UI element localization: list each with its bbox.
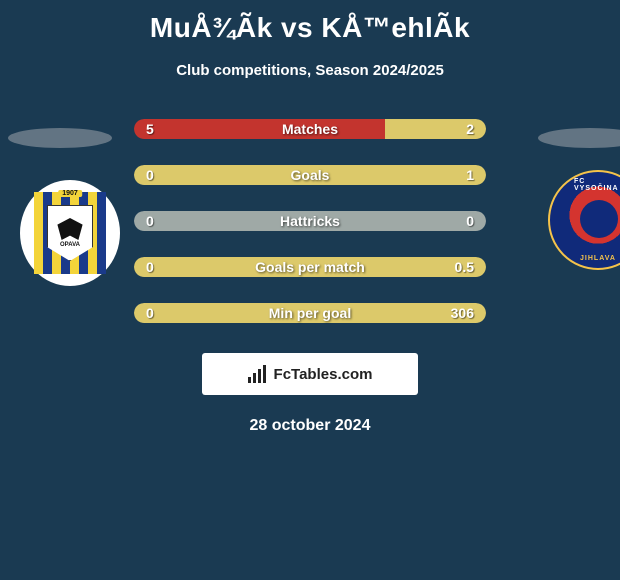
stat-row-matches: 5 Matches 2 xyxy=(134,119,486,139)
stat-row-goals: 0 Goals 1 xyxy=(134,165,486,185)
team-left-year: 1907 xyxy=(58,190,82,197)
brand-chart-icon xyxy=(248,365,270,383)
stat-value-right: 2 xyxy=(466,121,474,137)
stat-value-left: 0 xyxy=(146,167,154,183)
stat-label: Min per goal xyxy=(269,305,351,321)
page-title: MuÅ¾Ãk vs KÅ™ehlÃk xyxy=(0,0,620,44)
ball-icon xyxy=(580,200,618,238)
stat-value-left: 0 xyxy=(146,259,154,275)
stats-container: 5 Matches 2 0 Goals 1 0 Hattricks 0 0 Go… xyxy=(134,119,486,323)
team-right-shadow xyxy=(538,128,620,148)
team-right-top-text: FC VYSOČINA xyxy=(574,178,620,192)
eagle-icon xyxy=(56,218,84,240)
stat-label: Goals per match xyxy=(255,259,365,275)
team-left-logo[interactable]: 1907 OPAVA xyxy=(20,180,120,286)
stat-row-hattricks: 0 Hattricks 0 xyxy=(134,211,486,231)
stat-label: Goals xyxy=(291,167,330,183)
subtitle: Club competitions, Season 2024/2025 xyxy=(0,62,620,79)
stat-value-left: 0 xyxy=(146,213,154,229)
date-text: 28 october 2024 xyxy=(0,417,620,435)
stat-label: Hattricks xyxy=(280,213,340,229)
team-right-bottom-text: JIHLAVA xyxy=(580,255,616,262)
stat-value-right: 306 xyxy=(451,305,474,321)
team-right-logo[interactable]: FC VYSOČINA JIHLAVA xyxy=(548,170,620,270)
stat-value-right: 1 xyxy=(466,167,474,183)
stat-row-mpg: 0 Min per goal 306 xyxy=(134,303,486,323)
stat-row-gpm: 0 Goals per match 0.5 xyxy=(134,257,486,277)
stat-value-left: 5 xyxy=(146,121,154,137)
stat-label: Matches xyxy=(282,121,338,137)
stat-value-right: 0.5 xyxy=(455,259,474,275)
team-left-shadow xyxy=(8,128,112,148)
stat-value-right: 0 xyxy=(466,213,474,229)
brand-label: FcTables.com xyxy=(274,366,373,383)
brand-box[interactable]: FcTables.com xyxy=(202,353,418,395)
team-left-badge-text: OPAVA xyxy=(60,242,80,248)
stat-value-left: 0 xyxy=(146,305,154,321)
team-left-shield: 1907 OPAVA xyxy=(30,188,110,278)
bar-left-segment xyxy=(134,119,385,139)
